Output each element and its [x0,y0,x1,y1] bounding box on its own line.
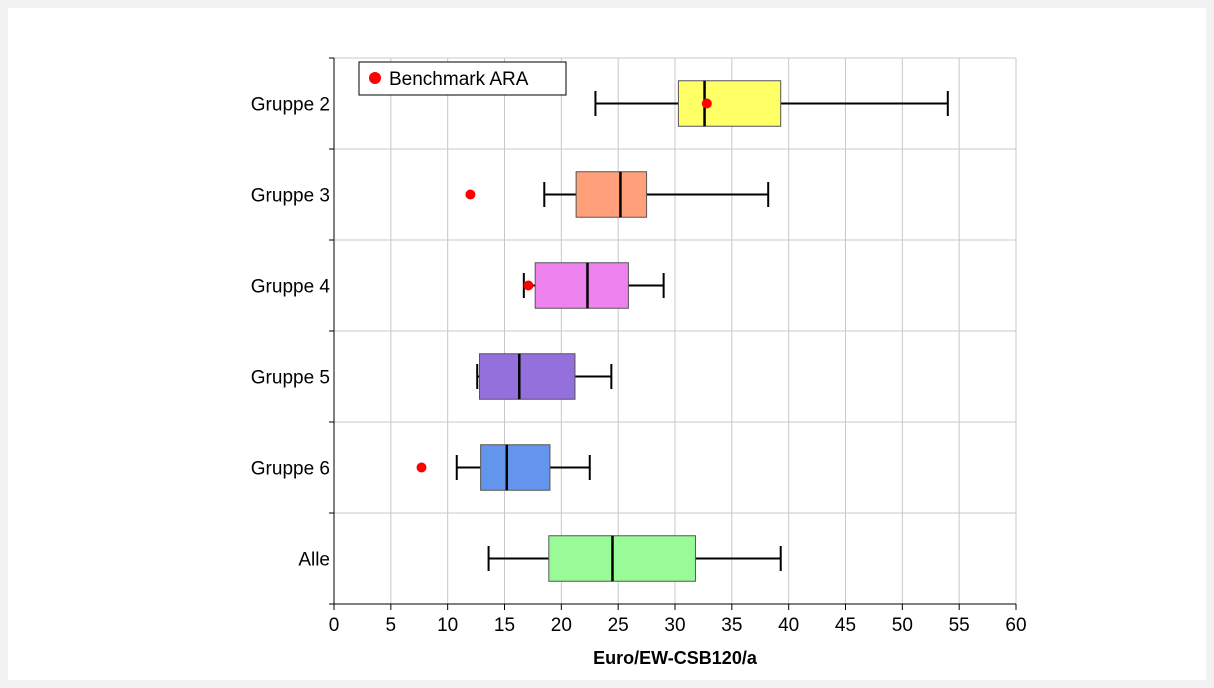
legend-label: Benchmark ARA [389,69,529,90]
box-iqr [677,80,782,127]
box-group [487,535,782,582]
box-group [416,444,591,491]
x-tick-label: 60 [1005,615,1026,636]
category-label: Alle [298,550,330,571]
category-label: Gruppe 6 [251,459,330,480]
box-group [476,353,613,400]
x-tick-label: 25 [608,615,629,636]
benchmark-point [465,189,476,200]
box-layer [416,80,949,582]
benchmark-point [701,98,712,109]
x-tick-label: 50 [892,615,913,636]
legend: Benchmark ARA [358,61,567,96]
x-tick-label: 30 [664,615,685,636]
legend-marker [369,72,381,84]
box-group [465,171,770,218]
x-tick-label: 10 [437,615,458,636]
x-tick-label: 55 [949,615,970,636]
box-iqr [478,353,576,400]
box-iqr [534,262,629,309]
category-label: Gruppe 2 [251,95,330,116]
category-label: Gruppe 3 [251,186,330,207]
x-tick-label: 0 [329,615,340,636]
boxplot-chart: Gruppe 2 Gruppe 3 Gruppe 4 Gruppe 5 Gruppe 6… [251,57,1027,668]
x-tick-label: 15 [494,615,515,636]
benchmark-point [523,280,534,291]
x-tick-label: 20 [551,615,572,636]
x-tick-label: 35 [721,615,742,636]
legend-box [358,61,567,96]
box-iqr [480,444,551,491]
axis-layer: Gruppe 2 Gruppe 3 Gruppe 4 Gruppe 5 Gruppe 6… [251,57,1027,636]
box-group [594,80,949,127]
x-axis-label: Euro/EW-CSB120/a [593,648,758,668]
chart-frame: Gruppe 2 Gruppe 3 Gruppe 4 Gruppe 5 Gruppe 6… [8,8,1206,680]
grid-layer [333,57,1017,604]
x-tick-label: 5 [386,615,397,636]
benchmark-point [416,462,427,473]
category-label: Gruppe 4 [251,277,331,298]
category-label: Gruppe 5 [251,368,330,389]
box-group [522,262,665,309]
x-tick-label: 40 [778,615,799,636]
box-iqr [575,171,648,218]
box-iqr [548,535,696,582]
x-tick-label: 45 [835,615,856,636]
